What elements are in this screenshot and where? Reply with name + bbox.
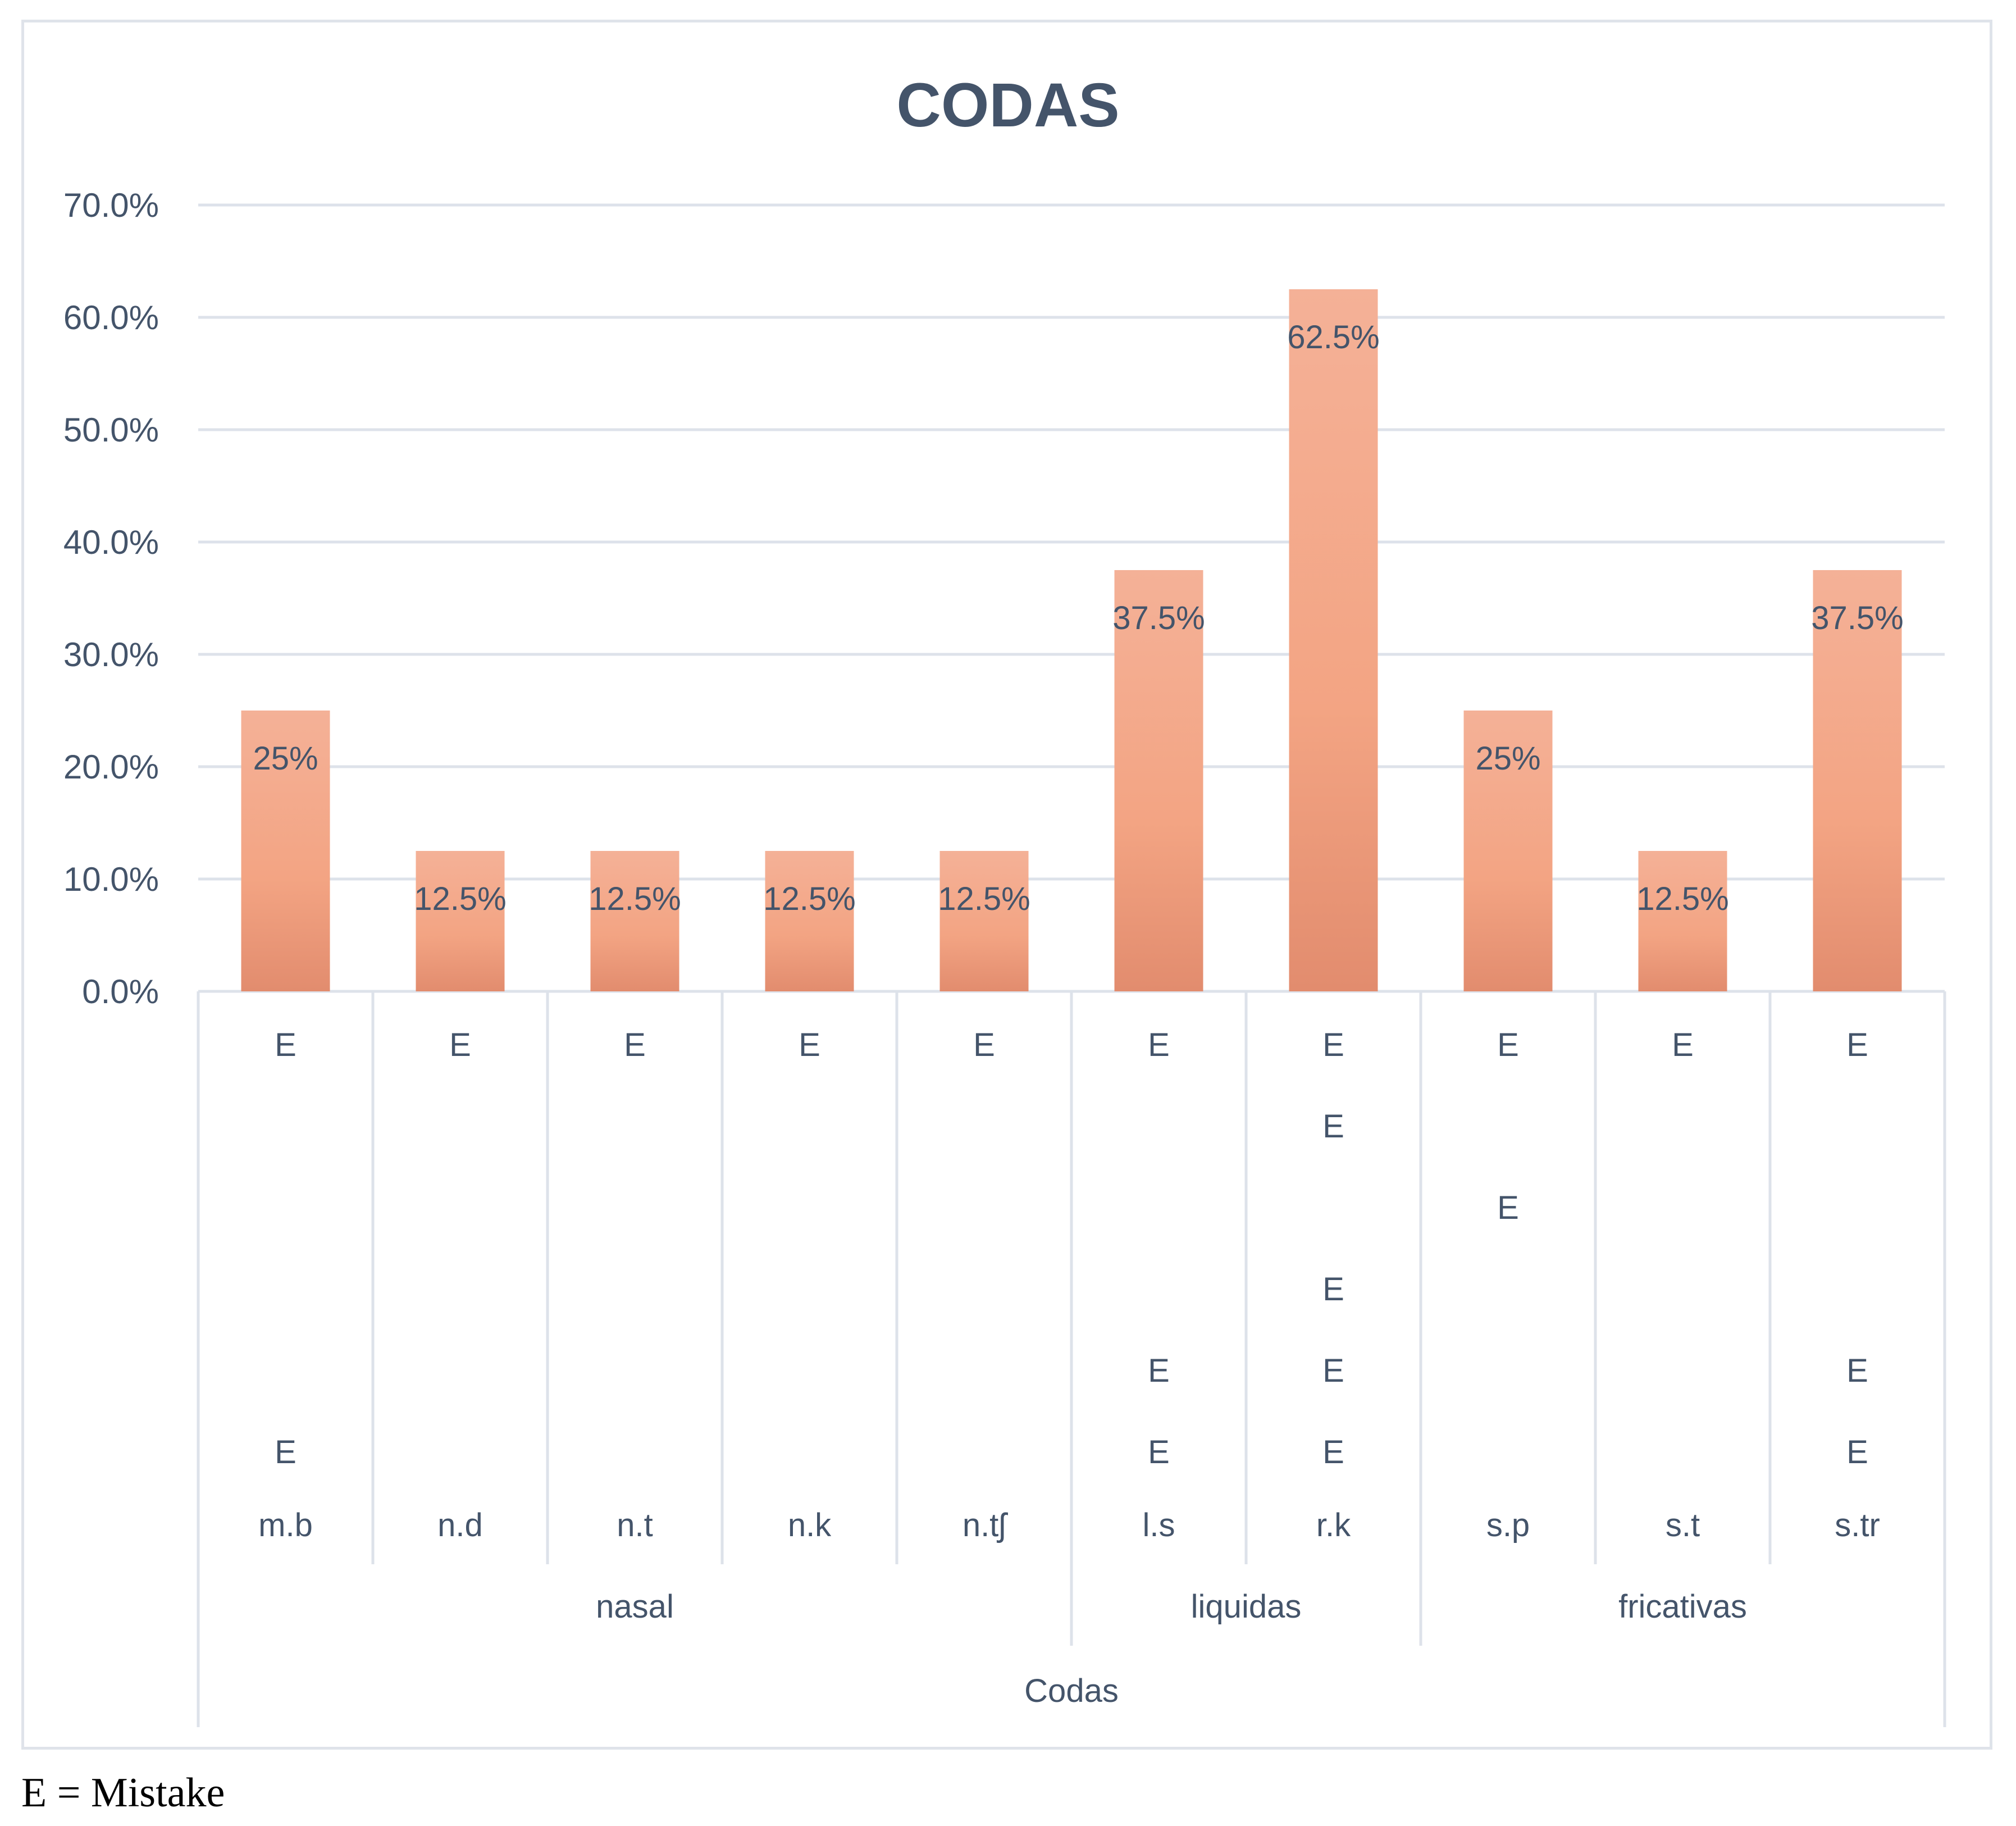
mistake-marker: E bbox=[1148, 1434, 1170, 1470]
bar-n.k bbox=[765, 851, 854, 991]
y-tick-label: 20.0% bbox=[63, 748, 159, 786]
data-label: 37.5% bbox=[1112, 600, 1205, 636]
y-tick-label: 30.0% bbox=[63, 636, 159, 673]
x-axis-title: Codas bbox=[1024, 1673, 1119, 1709]
category-label: n.t bbox=[617, 1507, 653, 1543]
mistake-marker: E bbox=[1846, 1027, 1868, 1063]
mistake-marker: E bbox=[1322, 1353, 1344, 1389]
bar-n.d bbox=[416, 851, 505, 991]
bar-s.t bbox=[1638, 851, 1727, 991]
bar-s.p bbox=[1463, 711, 1553, 991]
data-label: 12.5% bbox=[938, 881, 1030, 917]
bar-n.tʃ bbox=[939, 851, 1029, 991]
data-label: 12.5% bbox=[589, 881, 681, 917]
group-label-liquidas: liquidas bbox=[1191, 1588, 1302, 1625]
mistake-marker: E bbox=[1322, 1271, 1344, 1308]
mistake-marker: E bbox=[275, 1434, 297, 1470]
y-axis-tick-labels: 0.0% 10.0% 20.0% 30.0% 40.0% 50.0% 60.0% 70.0% bbox=[63, 186, 159, 1010]
mistake-marker: E bbox=[1672, 1027, 1694, 1063]
y-tick-label: 60.0% bbox=[63, 299, 159, 336]
y-tick-label: 40.0% bbox=[63, 523, 159, 561]
legend-footnote: E = Mistake bbox=[21, 1770, 225, 1816]
y-tick-label: 0.0% bbox=[82, 973, 159, 1010]
mistake-marker: E bbox=[1497, 1190, 1519, 1226]
data-label: 12.5% bbox=[1636, 881, 1728, 917]
data-labels: 25% 12.5% 12.5% 12.5% 12.5% 37.5% 62.5% 25% 12.5… bbox=[253, 319, 1903, 917]
category-label: l.s bbox=[1143, 1507, 1175, 1543]
mistake-marker: E bbox=[1322, 1434, 1344, 1470]
mistake-marker: E bbox=[1322, 1027, 1344, 1063]
bar-chart: CODAS 0.0% 10.0% 20.0% 30.0% 40.0% 50.0% 60.0%… bbox=[63, 71, 1946, 1727]
category-label: s.t bbox=[1666, 1507, 1700, 1543]
mistake-marker: E bbox=[1846, 1434, 1868, 1470]
mistake-marker: E bbox=[1148, 1027, 1170, 1063]
mistake-marker: E bbox=[1148, 1353, 1170, 1389]
data-label: 62.5% bbox=[1287, 319, 1379, 356]
bar-r.k bbox=[1289, 289, 1378, 991]
category-label: s.p bbox=[1486, 1507, 1530, 1543]
group-label-fricativas: fricativas bbox=[1618, 1588, 1747, 1625]
y-tick-label: 50.0% bbox=[63, 411, 159, 449]
bar-l.s bbox=[1114, 570, 1203, 991]
mistake-marker: E bbox=[1497, 1027, 1519, 1063]
data-label: 12.5% bbox=[414, 881, 506, 917]
data-label: 12.5% bbox=[763, 881, 855, 917]
mistake-marker: E bbox=[799, 1027, 820, 1063]
category-label: n.tʃ bbox=[963, 1507, 1008, 1543]
data-label: 25% bbox=[1475, 740, 1540, 777]
mistake-marker: E bbox=[275, 1027, 297, 1063]
mistake-marker: E bbox=[449, 1027, 471, 1063]
data-label: 37.5% bbox=[1811, 600, 1903, 636]
y-tick-label: 10.0% bbox=[63, 860, 159, 898]
data-label: 25% bbox=[253, 740, 318, 777]
group-label-nasal: nasal bbox=[596, 1588, 674, 1625]
category-label: s.tr bbox=[1835, 1507, 1880, 1543]
bar-n.t bbox=[590, 851, 679, 991]
mistake-marker: E bbox=[1846, 1353, 1868, 1389]
y-tick-label: 70.0% bbox=[63, 186, 159, 224]
category-label: n.k bbox=[788, 1507, 832, 1543]
category-axis: E Em.b En.d En.t En.k En.tʃ E E El.s E E E E Er.k E Es.… bbox=[197, 991, 1946, 1727]
chart-title: CODAS bbox=[896, 71, 1119, 140]
bar-m.b bbox=[241, 711, 330, 991]
bars bbox=[241, 289, 1902, 991]
mistake-marker: E bbox=[973, 1027, 995, 1063]
bar-s.tr bbox=[1813, 570, 1902, 991]
category-label: r.k bbox=[1316, 1507, 1351, 1543]
mistake-marker: E bbox=[624, 1027, 646, 1063]
category-label: n.d bbox=[437, 1507, 483, 1543]
category-label: m.b bbox=[258, 1507, 313, 1543]
mistake-marker: E bbox=[1322, 1108, 1344, 1145]
chart-frame: CODAS 0.0% 10.0% 20.0% 30.0% 40.0% 50.0% 60.0%… bbox=[21, 20, 1992, 1750]
